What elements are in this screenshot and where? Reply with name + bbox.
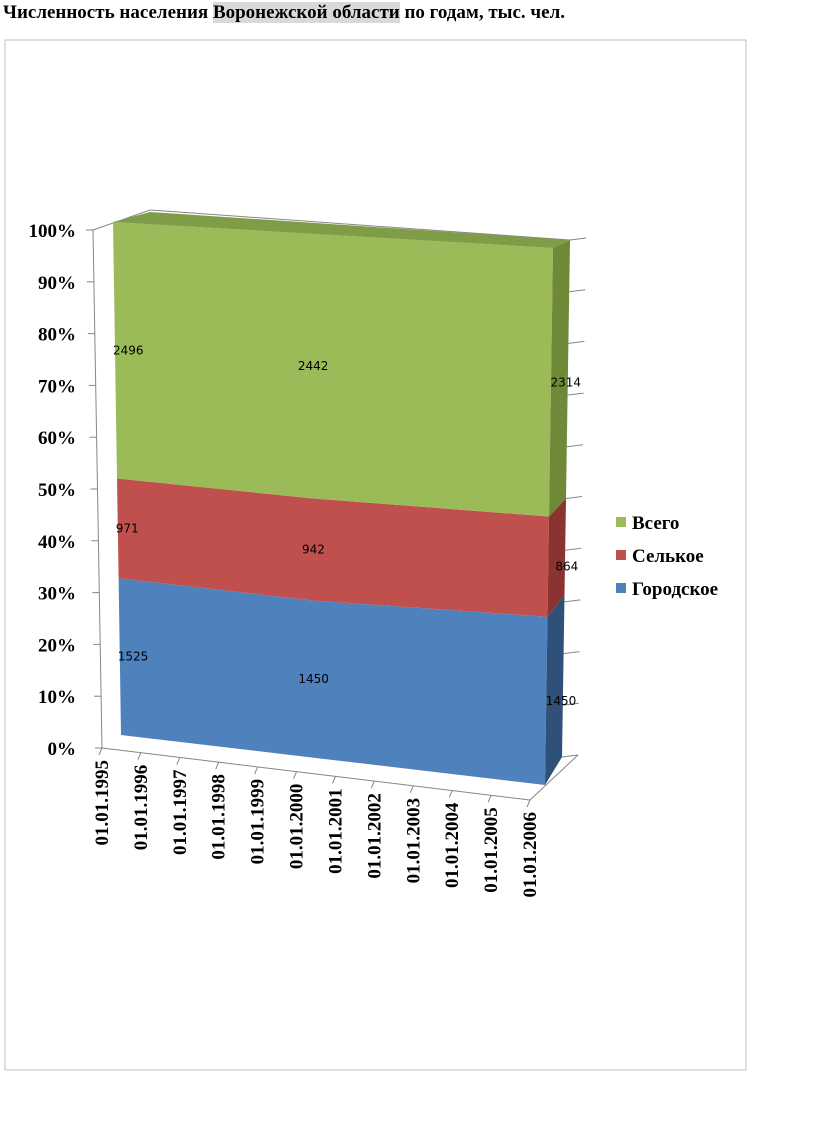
y-tick-label: 30% xyxy=(38,584,76,605)
x-tick xyxy=(254,766,259,775)
title-part: Численность населения xyxy=(3,2,213,23)
x-tick xyxy=(487,795,492,803)
area xyxy=(113,222,553,517)
y-tick-label: 100% xyxy=(29,221,77,242)
x-tick xyxy=(293,771,298,779)
data-label: 1450 xyxy=(298,672,329,686)
grid-line xyxy=(565,547,582,551)
y-tick-label: 70% xyxy=(38,376,76,397)
data-label: 2314 xyxy=(550,375,581,389)
x-tick xyxy=(409,785,414,794)
title-part: Воронежской области xyxy=(212,2,400,23)
data-label: 864 xyxy=(555,560,578,574)
x-tick-label: 01.01.1996 xyxy=(131,765,152,851)
data-label: 1450 xyxy=(546,694,577,708)
data-label: 2496 xyxy=(113,343,144,357)
y-tick-label: 80% xyxy=(38,325,76,346)
x-tick xyxy=(215,761,220,770)
floor-edge xyxy=(529,754,579,801)
area xyxy=(118,578,548,785)
x-tick-label: 01.01.2001 xyxy=(325,788,346,874)
legend-swatch xyxy=(616,583,626,593)
x-tick-label: 01.01.2000 xyxy=(287,784,308,870)
grid-line xyxy=(569,237,587,241)
grid-line xyxy=(566,444,583,448)
x-tick-label: 01.01.2004 xyxy=(442,802,463,888)
x-tick-label: 01.01.1995 xyxy=(92,760,113,846)
x-tick-label: 01.01.1999 xyxy=(248,779,269,865)
legend-label: Всего xyxy=(632,513,679,534)
y-tick-label: 90% xyxy=(38,273,76,294)
x-tick-label: 01.01.2006 xyxy=(520,812,541,898)
data-label: 942 xyxy=(302,543,325,557)
y-tick-label: 0% xyxy=(48,739,77,760)
side-face xyxy=(545,595,565,785)
y-tick-label: 20% xyxy=(38,635,76,656)
data-label: 1525 xyxy=(118,650,149,664)
y-tick-label: 40% xyxy=(38,532,76,553)
top-edge xyxy=(92,209,571,241)
chart-title: Численность населения Воронежской област… xyxy=(3,2,565,24)
y-tick-label: 60% xyxy=(38,428,76,449)
y-tick-label: 10% xyxy=(38,687,76,708)
x-tick xyxy=(137,752,142,760)
x-tick-label: 01.01.2005 xyxy=(481,807,502,893)
grid-line xyxy=(561,754,579,758)
x-tick-label: 01.01.1998 xyxy=(209,774,230,860)
top-face xyxy=(113,212,570,248)
grid-line xyxy=(568,340,585,344)
area xyxy=(117,478,549,617)
side-face xyxy=(549,240,570,517)
side-face xyxy=(547,498,566,617)
chart-frame xyxy=(4,39,747,1071)
x-tick xyxy=(370,780,375,789)
x-tick xyxy=(448,790,453,798)
grid-line xyxy=(565,496,583,499)
legend-label: Селькое xyxy=(632,546,704,567)
data-label: 971 xyxy=(116,521,139,535)
x-tick xyxy=(526,799,531,808)
x-tick-label: 01.01.2002 xyxy=(364,793,385,879)
grid-line xyxy=(567,392,584,396)
data-label: 2442 xyxy=(298,359,329,373)
grid-line xyxy=(563,651,580,655)
x-tick xyxy=(176,757,181,765)
grid-line xyxy=(562,702,579,706)
legend-swatch xyxy=(616,550,626,560)
x-tick xyxy=(98,747,103,756)
x-tick xyxy=(331,776,336,784)
grid-line xyxy=(564,599,581,603)
y-tick-label: 50% xyxy=(38,480,76,501)
title-part: по годам, тыс. чел. xyxy=(399,2,565,23)
legend-label: Городское xyxy=(632,579,718,600)
x-tick-label: 01.01.1997 xyxy=(170,769,191,855)
grid-line xyxy=(569,289,586,293)
legend-swatch xyxy=(616,517,626,527)
x-axis xyxy=(101,747,531,801)
x-tick-label: 01.01.2003 xyxy=(403,798,424,884)
